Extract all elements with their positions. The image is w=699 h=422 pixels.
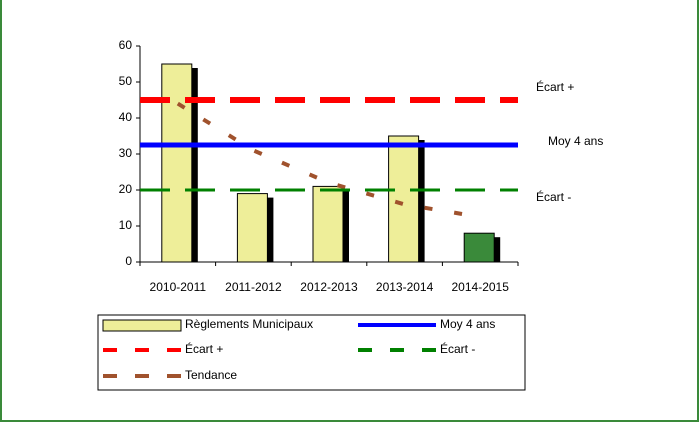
- x-tick-label: 2014-2015: [452, 280, 510, 294]
- y-tick-label: 40: [119, 110, 133, 124]
- y-tick-label: 10: [119, 218, 133, 232]
- x-tick-label: 2013-2014: [376, 280, 434, 294]
- y-tick-label: 30: [119, 146, 133, 160]
- legend-swatch: [102, 319, 182, 332]
- reference-label: Écart -: [536, 189, 571, 204]
- x-tick-label: 2011-2012: [225, 280, 282, 294]
- y-tick-label: 60: [119, 38, 133, 52]
- y-tick-label: 0: [125, 254, 132, 268]
- y-tick-label: 50: [119, 74, 133, 88]
- x-tick-label: 2010-2011: [150, 280, 207, 294]
- bar: [312, 185, 344, 263]
- x-tick-label: 2012-2013: [300, 280, 358, 294]
- bar: [236, 193, 268, 263]
- bar: [388, 135, 420, 263]
- trend-line: [176, 101, 481, 219]
- bar: [161, 63, 193, 263]
- reference-label: Écart +: [536, 79, 574, 94]
- reference-label: Moy 4 ans: [548, 134, 603, 148]
- legend-label: Moy 4 ans: [440, 317, 495, 331]
- legend-label: Écart +: [185, 341, 223, 356]
- legend-label: Règlements Municipaux: [185, 317, 313, 331]
- legend-label: Écart -: [440, 341, 475, 356]
- y-tick-label: 20: [119, 182, 133, 196]
- legend-label: Tendance: [185, 368, 237, 382]
- bar: [463, 232, 495, 263]
